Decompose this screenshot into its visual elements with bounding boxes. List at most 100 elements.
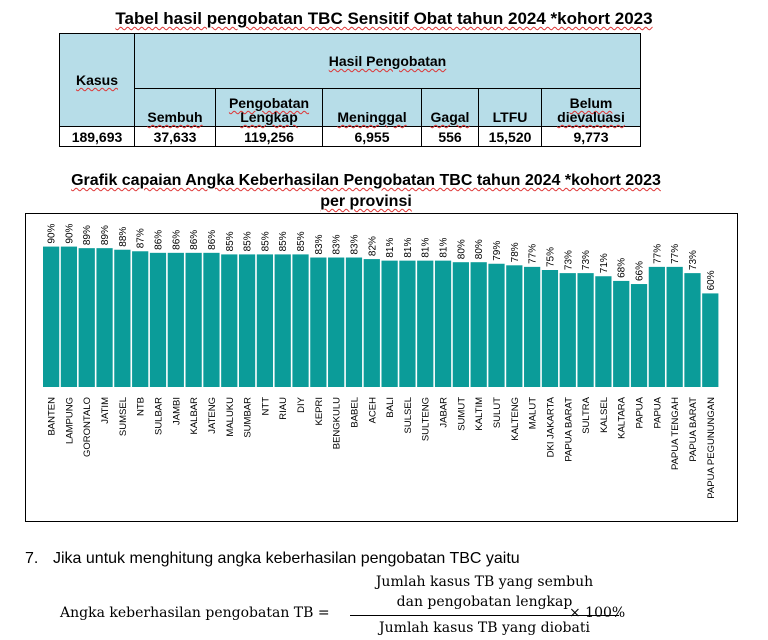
value-label: 83% (332, 234, 343, 254)
bar-papua (648, 266, 665, 387)
bar-papua-barat (559, 273, 576, 387)
chart-frame: 90% BANTEN 90% LAMPUNG 89% GORONTALO 89% JATIM 8… (25, 213, 738, 522)
category-label: ACEH (367, 397, 378, 424)
formula-lhs: Angka keberhasilan pengobatan TB = (60, 605, 330, 621)
bar-papua-tengah (666, 266, 683, 387)
bar-sulteng (417, 260, 434, 387)
value-label: 66% (635, 261, 646, 281)
bar-kaltara (613, 280, 630, 387)
value-label: 79% (492, 241, 503, 261)
bar-jabar (434, 260, 452, 387)
header-hasil-pengobatan: Hasil Pengobatan (134, 33, 641, 89)
bar-aceh (363, 259, 380, 387)
bar-papua-pegunungan (702, 293, 719, 387)
value-label: 73% (563, 250, 574, 270)
category-label: NTT (260, 397, 271, 416)
bar-malut (524, 266, 541, 387)
value-ltfu: 15,520 (478, 126, 542, 147)
category-label: SULBAR (154, 397, 165, 435)
value-belum-dievaluasi: 9,773 (541, 126, 641, 147)
category-label: KALBAR (189, 397, 200, 435)
category-label: JATIM (100, 397, 111, 424)
category-label: KEPRI (314, 397, 325, 426)
bar-sulut (488, 263, 505, 387)
bar-kaltim (470, 262, 487, 387)
value-label: 86% (207, 230, 218, 250)
bar-lampung (60, 246, 78, 387)
formula-numerator-line1: Jumlah kasus TB yang sembuh (375, 574, 594, 590)
category-label: SUMSEL (118, 397, 129, 436)
treatment-result-table: Kasus Hasil Pengobatan Sembuh Pengobatan… (59, 33, 641, 147)
value-label: 86% (171, 230, 182, 250)
category-label: RIAU (278, 397, 289, 420)
value-meninggal: 6,955 (322, 126, 422, 147)
bar-bali (381, 260, 398, 387)
category-label: DKI JAKARTA (545, 396, 556, 457)
value-gagal: 556 (421, 126, 479, 147)
header-belum-dievaluasi: Belum dievaluasi (541, 88, 641, 127)
value-label: 90% (47, 223, 58, 243)
value-label: 82% (367, 236, 378, 256)
category-label: PAPUA PEGUNUNGAN (706, 397, 717, 499)
category-label: MALUKU (225, 397, 236, 437)
question-number: 7. (25, 550, 39, 567)
value-label: 80% (474, 239, 485, 259)
value-label: 83% (349, 234, 360, 254)
value-label: 89% (100, 225, 111, 245)
header-meninggal: Meninggal (322, 88, 422, 127)
category-label: KALSEL (599, 397, 610, 433)
table-title: Tabel hasil pengobatan TBC Sensitif Obat… (115, 9, 653, 28)
bar-ntt (256, 254, 274, 387)
value-label: 81% (403, 238, 414, 258)
chart-title-line2: per provinsi (320, 193, 412, 210)
category-label: PAPUA (652, 396, 663, 428)
category-label: NTB (136, 397, 147, 416)
chart-title: Grafik capaian Angka Keberhasilan Pengob… (0, 170, 732, 212)
value-label: 85% (225, 231, 236, 251)
value-label: 85% (278, 231, 289, 251)
bar-papua (630, 284, 648, 387)
bar-chart: 90% BANTEN 90% LAMPUNG 89% GORONTALO 89% JATIM 8… (43, 223, 719, 499)
category-label: BENGKULU (332, 397, 343, 449)
value-kasus: 189,693 (59, 126, 135, 147)
value-pengobatan-lengkap: 119,256 (215, 126, 323, 147)
category-label: LAMPUNG (64, 397, 75, 444)
bar-sumut (452, 262, 469, 387)
category-label: JABAR (439, 397, 450, 428)
value-label: 73% (688, 250, 699, 270)
bar-babel (345, 257, 363, 387)
bar-kepri (310, 257, 327, 387)
value-label: 85% (243, 231, 254, 251)
value-label: 77% (528, 244, 539, 264)
question-text: Jika untuk menghitung angka keberhasilan… (53, 550, 520, 567)
category-label: PAPUA (635, 396, 646, 428)
value-label: 75% (545, 247, 556, 267)
bar-sumbar (238, 254, 256, 387)
value-label: 81% (421, 238, 432, 258)
value-label: 77% (670, 244, 681, 264)
formula-numerator-line2: dan pengobatan lengkap (396, 594, 573, 610)
header-pengobatan-lengkap: Pengobatan Lengkap (215, 88, 323, 127)
bar-dki-jakarta (541, 270, 559, 387)
value-sembuh: 37,633 (134, 126, 216, 147)
bar-bengkulu (328, 257, 345, 387)
value-label: 68% (617, 258, 628, 278)
value-label: 77% (652, 244, 663, 264)
value-label: 80% (456, 239, 467, 259)
category-label: BANTEN (47, 397, 58, 436)
bar-maluku (221, 254, 238, 387)
category-label: SULTENG (421, 397, 432, 441)
bar-jateng (203, 252, 220, 387)
category-label: SUMUT (456, 397, 467, 431)
bar-sulbar (149, 252, 167, 387)
bar-kalteng (506, 265, 523, 387)
bar-diy (292, 254, 309, 387)
value-label: 87% (136, 228, 147, 248)
bar-sumsel (114, 249, 131, 387)
fraction-bar (350, 615, 619, 616)
category-label: SUMBAR (243, 397, 254, 438)
category-label: KALTARA (617, 396, 628, 439)
category-label: PAPUA BARAT (688, 397, 699, 462)
header-gagal: Gagal (421, 88, 479, 127)
value-label: 85% (296, 231, 307, 251)
